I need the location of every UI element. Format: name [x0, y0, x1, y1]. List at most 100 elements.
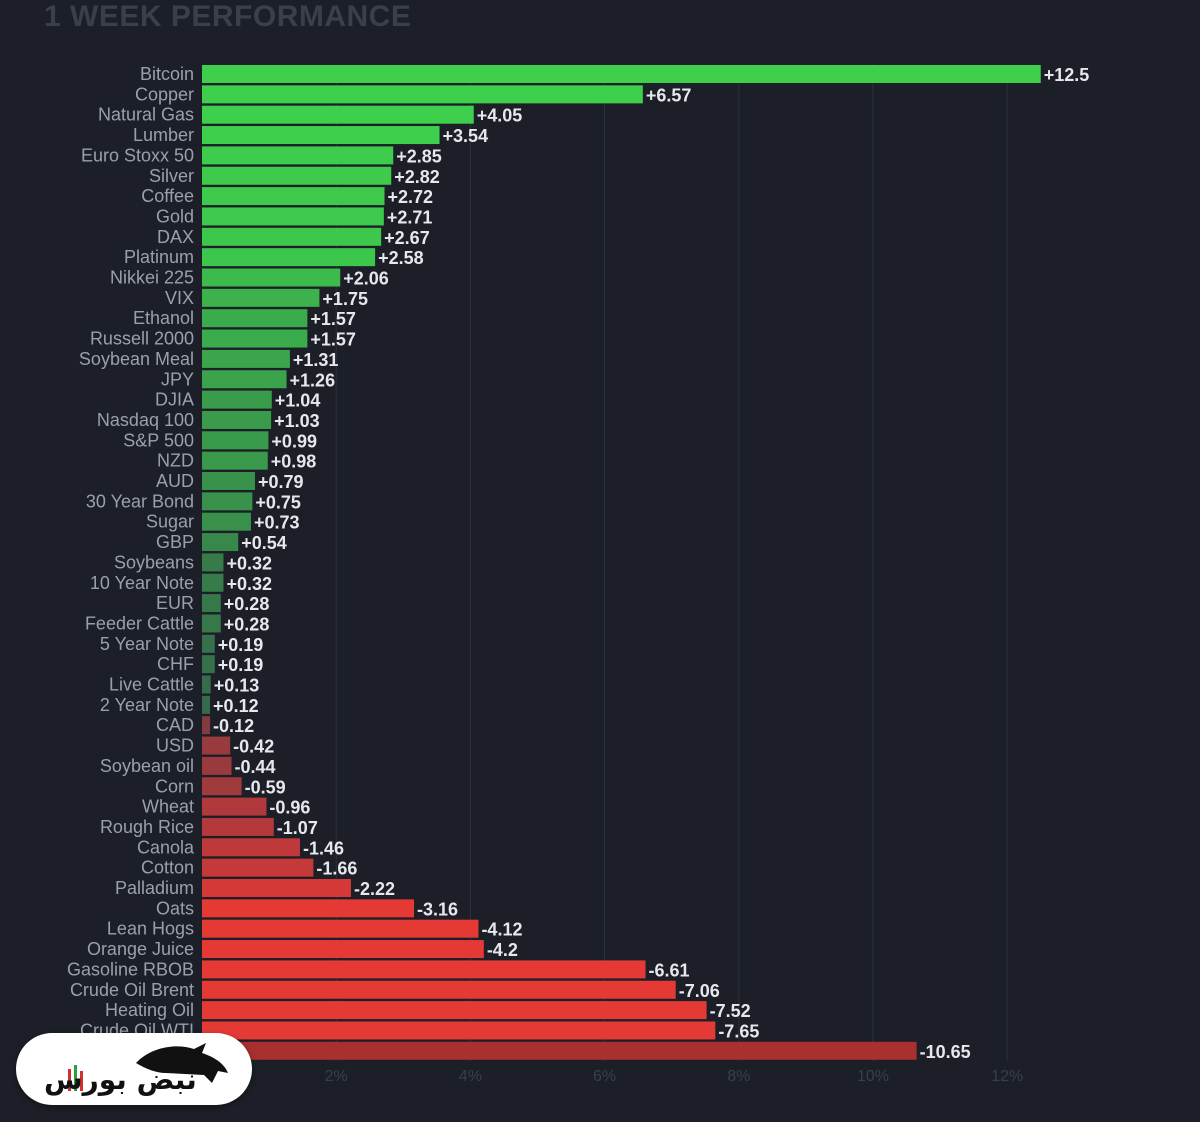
value-label: +1.04	[275, 391, 321, 411]
bar	[202, 879, 351, 897]
value-label: -1.46	[303, 838, 344, 858]
category-label: Silver	[149, 166, 194, 186]
category-label: NZD	[157, 451, 194, 471]
bar	[202, 695, 211, 714]
bar	[202, 919, 479, 938]
bar	[202, 940, 484, 959]
bar	[202, 512, 251, 531]
category-label: JPY	[161, 369, 194, 389]
value-label: +0.75	[255, 492, 301, 512]
bar	[202, 329, 308, 348]
bar	[202, 756, 232, 775]
category-label: Oats	[156, 898, 194, 918]
bar	[202, 655, 215, 674]
value-label: -7.65	[718, 1021, 759, 1041]
bar	[202, 553, 224, 572]
value-label: +6.57	[646, 85, 692, 105]
value-label: +0.19	[218, 635, 264, 655]
x-axis-ticks: 2% 4% 6% 8% 10% 12%	[325, 1068, 1024, 1085]
bar	[202, 777, 242, 796]
category-label: Palladium	[115, 878, 194, 898]
value-label: +12.5	[1044, 65, 1090, 85]
value-label: -0.42	[233, 737, 274, 757]
bar	[202, 1001, 707, 1020]
category-label: Orange Juice	[87, 939, 194, 959]
bar	[202, 797, 267, 816]
bar	[202, 980, 676, 999]
value-label: -4.12	[481, 920, 522, 940]
value-label: +0.54	[241, 533, 287, 553]
bar	[202, 451, 268, 470]
value-label: -0.96	[269, 798, 310, 818]
bar	[202, 248, 376, 267]
category-label: Bitcoin	[140, 64, 194, 84]
category-label: Sugar	[146, 512, 194, 532]
category-label: Soybeans	[114, 552, 194, 572]
category-label: Canola	[137, 837, 195, 857]
labels: Bitcoin +12.5 Copper +6.57 Natural Gas +4.05 L…	[67, 64, 1089, 1062]
category-label: Wheat	[142, 797, 194, 817]
bar	[202, 187, 385, 206]
bar	[202, 858, 314, 877]
bar	[202, 288, 320, 307]
bar	[202, 431, 269, 450]
bar	[202, 105, 474, 124]
value-label: +1.57	[310, 309, 356, 329]
bar	[202, 410, 272, 429]
category-label: DAX	[157, 227, 194, 247]
x-tick-label: 2%	[325, 1068, 348, 1085]
bar	[202, 390, 272, 409]
value-label: +1.03	[274, 411, 320, 431]
category-label: Soybean Meal	[79, 349, 194, 369]
value-label: -0.44	[235, 757, 276, 777]
value-label: +0.32	[226, 574, 272, 594]
category-label: Natural Gas	[98, 105, 194, 125]
category-label: 10 Year Note	[90, 573, 194, 593]
value-label: -1.66	[316, 859, 357, 879]
value-label: -7.52	[710, 1001, 751, 1021]
bar	[202, 370, 287, 389]
category-label: Euro Stoxx 50	[81, 145, 194, 165]
x-tick-label: 4%	[459, 1068, 482, 1085]
watermark-text: نبض بورس	[44, 1063, 197, 1096]
category-label: CHF	[157, 654, 194, 674]
category-label: Russell 2000	[90, 329, 194, 349]
bar	[202, 736, 231, 755]
x-tick-label: 6%	[593, 1068, 616, 1085]
bar	[202, 126, 440, 145]
category-label: Cotton	[141, 858, 194, 878]
category-label: Feeder Cattle	[85, 613, 194, 633]
category-label: Rough Rice	[100, 817, 194, 837]
value-label: +2.06	[343, 269, 389, 289]
bar	[202, 817, 274, 836]
bar	[202, 716, 211, 735]
bar	[202, 309, 308, 328]
chart-title: 1 WEEK PERFORMANCE	[44, 0, 412, 33]
value-label: -10.65	[920, 1042, 971, 1062]
bar	[202, 573, 224, 592]
x-tick-label: 12%	[991, 1068, 1023, 1085]
category-label: CAD	[156, 715, 194, 735]
value-label: -0.12	[213, 716, 254, 736]
value-label: +1.57	[310, 330, 356, 350]
category-label: Gasoline RBOB	[67, 959, 194, 979]
category-label: Ethanol	[133, 308, 194, 328]
bar	[202, 594, 221, 613]
category-label: GBP	[156, 532, 194, 552]
bar	[202, 960, 646, 979]
x-tick-label: 10%	[857, 1068, 889, 1085]
value-label: +2.67	[384, 228, 430, 248]
bar	[202, 207, 384, 226]
value-label: +3.54	[443, 126, 489, 146]
value-label: +0.28	[224, 614, 270, 634]
bar	[202, 349, 290, 368]
bar	[202, 65, 1041, 83]
category-label: Coffee	[141, 186, 194, 206]
value-label: -1.07	[277, 818, 318, 838]
value-label: +2.85	[396, 146, 442, 166]
value-label: +1.31	[293, 350, 339, 370]
category-label: VIX	[165, 288, 194, 308]
bar	[202, 492, 253, 511]
value-label: +0.19	[218, 655, 264, 675]
bar	[202, 838, 300, 857]
